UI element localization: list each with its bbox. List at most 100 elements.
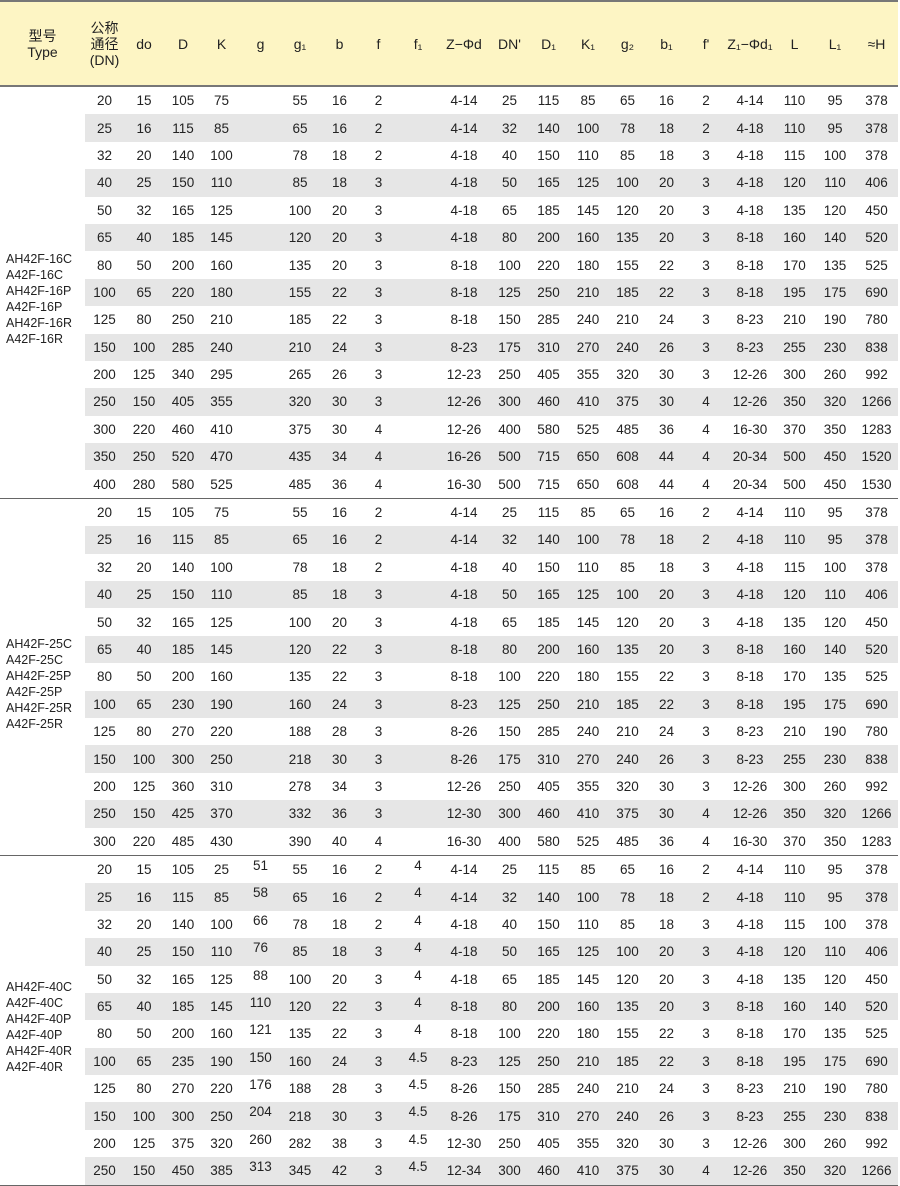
table-cell: 690 <box>855 278 898 307</box>
table-cell: 4-14 <box>438 854 490 884</box>
table-cell: 135 <box>608 635 647 664</box>
table-cell: 16 <box>320 114 359 142</box>
table-cell: 115 <box>164 883 202 911</box>
table-cell <box>398 470 438 498</box>
table-cell <box>398 581 438 609</box>
table-cell: 3 <box>686 635 726 664</box>
table-cell: 470 <box>202 443 241 471</box>
table-cell: 18 <box>647 526 686 554</box>
table-cell <box>241 443 280 471</box>
table-cell: 18 <box>320 938 359 966</box>
table-cell: 220 <box>164 278 202 307</box>
table-cell: 65 <box>124 1047 164 1076</box>
table-cell: 100 <box>124 1102 164 1130</box>
table-cell: 185 <box>537 614 560 630</box>
table-cell: 20 <box>658 614 675 630</box>
table-cell: 220 <box>210 724 233 740</box>
table-cell: 110 <box>774 497 815 527</box>
table-cell: 4-18 <box>726 169 774 197</box>
table-cell: 4 <box>398 854 438 884</box>
table-cell: 8-23 <box>736 312 764 328</box>
model-type: AH42F-16C <box>6 252 72 267</box>
table-row: 250 150 405 355 320 30 3 12-26 300 460 410 375 30 4 12… <box>0 388 898 416</box>
table-cell: 690 <box>855 1047 898 1076</box>
table-cell: 230 <box>815 1102 855 1130</box>
table-cell: 4.5 <box>408 1077 428 1093</box>
table-cell <box>241 114 280 142</box>
table-cell: 16 <box>320 883 359 911</box>
table-cell: 3 <box>359 745 398 773</box>
table-cell: 838 <box>855 333 898 361</box>
table-cell: 4-18 <box>726 581 774 609</box>
table-cell: 210 <box>568 1047 608 1076</box>
table-cell: 160 <box>568 992 608 1021</box>
table-cell: 4-14 <box>736 93 764 109</box>
table-cell: 32 <box>490 883 529 911</box>
dn-cn-label-1: 公称 <box>90 19 119 36</box>
table-cell: 170 <box>783 1026 806 1042</box>
table-cell: 3 <box>359 800 398 828</box>
table-cell: 150 <box>85 745 124 773</box>
table-cell <box>241 718 280 745</box>
table-cell: 200 <box>529 223 568 252</box>
table-cell: 3 <box>702 202 710 218</box>
table-cell: 780 <box>865 724 888 740</box>
header-col: f' <box>686 1 726 87</box>
table-cell: 3 <box>359 388 398 416</box>
table-cell: 75 <box>202 497 241 527</box>
table-cell: 3 <box>359 1047 398 1076</box>
table-cell: 40 <box>85 169 124 197</box>
table-cell: 22 <box>647 1047 686 1076</box>
table-cell: 12-26 <box>726 800 774 828</box>
table-cell: 100 <box>608 169 647 197</box>
pressure-class-section: AH42F-25C A42F-25C AH42F-25P A42F-25P AH42F-… <box>0 497 898 856</box>
table-row: 100 65 235 190 150 160 24 3 4.5 8-23 125 250 210 185 2… <box>0 1047 898 1076</box>
table-cell: 220 <box>210 1081 233 1097</box>
table-cell: 40 <box>501 559 518 575</box>
table-cell: 55 <box>292 93 308 109</box>
table-cell: 320 <box>616 367 639 383</box>
table-cell: 20 <box>647 581 686 609</box>
table-cell: 3 <box>702 559 710 575</box>
header-col: K₁ <box>568 1 608 87</box>
table-cell: 2 <box>359 114 398 142</box>
table-cell: 15 <box>136 93 152 109</box>
table-cell: 485 <box>171 833 195 849</box>
table-cell: 3 <box>686 278 726 307</box>
table-cell: 25 <box>202 854 241 884</box>
table-cell: 4 <box>686 1157 726 1186</box>
table-cell: 1283 <box>861 421 892 437</box>
table-cell: 32 <box>136 971 152 987</box>
table-cell: 145 <box>576 614 600 630</box>
table-cell: 80 <box>136 312 152 328</box>
table-cell: 20 <box>331 202 348 218</box>
table-cell: 3 <box>702 1026 710 1042</box>
table-cell: 250 <box>85 800 124 828</box>
table-row: 125 80 270 220 176 188 28 3 4.5 8-26 150 285 240 210 2… <box>0 1075 898 1102</box>
table-cell: 8-18 <box>726 278 774 307</box>
table-cell: 260 <box>823 1136 847 1152</box>
table-cell: 4 <box>398 992 438 1021</box>
table-cell: 40 <box>85 581 124 609</box>
table-cell: 85 <box>619 559 636 575</box>
table-cell: 4 <box>702 476 710 492</box>
table-cell: 28 <box>331 724 348 740</box>
table-cell: 8-23 <box>438 690 490 718</box>
table-cell: 608 <box>608 443 647 471</box>
table-cell <box>398 388 438 416</box>
table-cell: 255 <box>774 333 815 361</box>
header-col: Z−Φd <box>438 1 490 87</box>
table-cell: 150 <box>85 333 124 361</box>
table-cell: 375 <box>608 800 647 828</box>
table-cell: 200 <box>93 778 116 794</box>
table-cell: 3 <box>359 223 398 252</box>
table-cell: 350 <box>823 833 847 849</box>
table-cell: 12-26 <box>726 1157 774 1186</box>
table-cell: 36 <box>320 800 359 828</box>
table-cell: 20-34 <box>726 443 774 471</box>
model-type: A42F-16C <box>6 268 63 283</box>
table-cell: 520 <box>855 223 898 252</box>
table-cell: 170 <box>783 257 806 273</box>
model-type: AH42F-25P <box>6 668 72 683</box>
table-cell: 20 <box>136 147 152 163</box>
